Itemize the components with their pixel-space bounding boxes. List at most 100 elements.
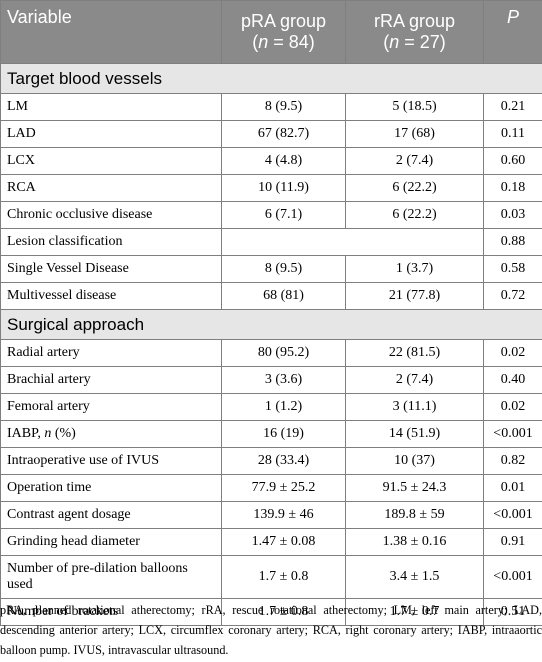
cell-rra: 10 (37) — [345, 447, 484, 475]
cell-pra: 3 (3.6) — [221, 366, 346, 394]
cell-empty — [221, 228, 484, 256]
table-row: Grinding head diameter 1.47 ± 0.08 1.38 ± … — [0, 528, 542, 556]
header-variable: Variable — [0, 0, 222, 64]
cell-pra: 8 (9.5) — [221, 93, 346, 121]
cell-p-value: 0.40 — [483, 366, 542, 394]
cell-p-value: 0.02 — [483, 393, 542, 421]
cell-p-value: <0.001 — [483, 555, 542, 599]
cell-rra: 3 (11.1) — [345, 393, 484, 421]
table-header-row: Variable pRA group (n = 84) rRA group (n… — [0, 0, 542, 64]
cell-rra: 5 (18.5) — [345, 93, 484, 121]
cell-variable: LM — [0, 93, 222, 121]
cell-variable: Number of pre-dilation balloons used — [0, 555, 222, 599]
header-rra-label: rRA group — [373, 11, 456, 31]
table-row: Radial artery 80 (95.2) 22 (81.5) 0.02 — [0, 339, 542, 367]
cell-variable: Radial artery — [0, 339, 222, 367]
cell-variable: Operation time — [0, 474, 222, 502]
cell-pra: 10 (11.9) — [221, 174, 346, 202]
cell-variable: LAD — [0, 120, 222, 148]
cell-p-value: 0.60 — [483, 147, 542, 175]
header-rra-group: rRA group (n = 27) — [345, 0, 484, 64]
cell-pra: 1.47 ± 0.08 — [221, 528, 346, 556]
section-header-row: Target blood vessels — [0, 63, 542, 94]
cell-rra: 14 (51.9) — [345, 420, 484, 448]
cell-pra: 80 (95.2) — [221, 339, 346, 367]
cell-pra: 1.7 ± 0.8 — [221, 598, 346, 626]
cell-variable: RCA — [0, 174, 222, 202]
cell-pra: 4 (4.8) — [221, 147, 346, 175]
table-row: Single Vessel Disease 8 (9.5) 1 (3.7) 0.58 — [0, 255, 542, 283]
header-rra-n: (n = 27) — [383, 32, 446, 52]
cell-variable: Multivessel disease — [0, 282, 222, 310]
cell-p-value: 0.11 — [483, 120, 542, 148]
table-row: RCA 10 (11.9) 6 (22.2) 0.18 — [0, 174, 542, 202]
header-p-value: P — [483, 0, 542, 64]
cell-rra: 6 (22.2) — [345, 174, 484, 202]
cell-pra: 139.9 ± 46 — [221, 501, 346, 529]
cell-p-value: 0.51 — [483, 598, 542, 626]
cell-p-value: 0.58 — [483, 255, 542, 283]
header-pra-label: pRA group — [240, 11, 327, 31]
table-body: Target blood vessels LM 8 (9.5) 5 (18.5) 0.2… — [0, 63, 542, 626]
table-footnote: pRA, planned rotational atherectomy; rRA… — [0, 603, 542, 657]
table-container: Variable pRA group (n = 84) rRA group (n… — [0, 0, 542, 626]
cell-rra: 1 (3.7) — [345, 255, 484, 283]
table-row: Number of pre-dilation balloons used 1.7 … — [0, 555, 542, 599]
cell-pra: 8 (9.5) — [221, 255, 346, 283]
cell-pra: 77.9 ± 25.2 — [221, 474, 346, 502]
cell-variable: LCX — [0, 147, 222, 175]
cell-rra: 189.8 ± 59 — [345, 501, 484, 529]
cell-pra: 28 (33.4) — [221, 447, 346, 475]
cell-rra: 21 (77.8) — [345, 282, 484, 310]
cell-variable: Femoral artery — [0, 393, 222, 421]
table-row: Intraoperative use of IVUS 28 (33.4) 10 (3… — [0, 447, 542, 475]
cell-pra: 68 (81) — [221, 282, 346, 310]
cell-p-value: 0.91 — [483, 528, 542, 556]
table-row: IABP, n (%) 16 (19) 14 (51.9) <0.001 — [0, 420, 542, 448]
table-row: Lesion classification 0.88 — [0, 228, 542, 256]
cell-pra: 16 (19) — [221, 420, 346, 448]
cell-variable: Number of brackets — [0, 598, 222, 626]
table-row: Contrast agent dosage 139.9 ± 46 189.8 ± 5… — [0, 501, 542, 529]
table-row: Multivessel disease 68 (81) 21 (77.8) 0.72 — [0, 282, 542, 310]
cell-p-value: 0.88 — [483, 228, 542, 256]
header-pra-group: pRA group (n = 84) — [221, 0, 346, 64]
cell-p-value: <0.001 — [483, 420, 542, 448]
table-row: LM 8 (9.5) 5 (18.5) 0.21 — [0, 93, 542, 121]
cell-p-value: 0.02 — [483, 339, 542, 367]
cell-variable: Chronic occlusive disease — [0, 201, 222, 229]
cell-p-value: 0.18 — [483, 174, 542, 202]
cell-p-value: 0.82 — [483, 447, 542, 475]
table-row: Brachial artery 3 (3.6) 2 (7.4) 0.40 — [0, 366, 542, 394]
cell-p-value: 0.01 — [483, 474, 542, 502]
header-pra-n: (n = 84) — [252, 32, 315, 52]
cell-rra: 2 (7.4) — [345, 366, 484, 394]
table-row: Number of brackets 1.7 ± 0.8 1.7 ± 0.7 0.51 — [0, 598, 542, 626]
table-row: LAD 67 (82.7) 17 (68) 0.11 — [0, 120, 542, 148]
cell-pra: 6 (7.1) — [221, 201, 346, 229]
cell-p-value: <0.001 — [483, 501, 542, 529]
cell-rra: 6 (22.2) — [345, 201, 484, 229]
cell-pra: 1 (1.2) — [221, 393, 346, 421]
cell-variable: Single Vessel Disease — [0, 255, 222, 283]
cell-rra: 1.38 ± 0.16 — [345, 528, 484, 556]
cell-rra: 91.5 ± 24.3 — [345, 474, 484, 502]
cell-variable: IABP, n (%) — [0, 420, 222, 448]
cell-pra: 67 (82.7) — [221, 120, 346, 148]
cell-p-value: 0.21 — [483, 93, 542, 121]
section-header-row: Surgical approach — [0, 309, 542, 340]
cell-rra: 17 (68) — [345, 120, 484, 148]
cell-rra: 2 (7.4) — [345, 147, 484, 175]
cell-p-value: 0.72 — [483, 282, 542, 310]
table-row: LCX 4 (4.8) 2 (7.4) 0.60 — [0, 147, 542, 175]
cell-variable: Grinding head diameter — [0, 528, 222, 556]
section-title: Target blood vessels — [0, 63, 542, 94]
cell-p-value: 0.03 — [483, 201, 542, 229]
cell-rra: 3.4 ± 1.5 — [345, 555, 484, 599]
table-row: Femoral artery 1 (1.2) 3 (11.1) 0.02 — [0, 393, 542, 421]
cell-pra: 1.7 ± 0.8 — [221, 555, 346, 599]
section-title: Surgical approach — [0, 309, 542, 340]
cell-variable: Brachial artery — [0, 366, 222, 394]
comparison-table: Variable pRA group (n = 84) rRA group (n… — [0, 0, 542, 626]
table-row: Chronic occlusive disease 6 (7.1) 6 (22.2)… — [0, 201, 542, 229]
